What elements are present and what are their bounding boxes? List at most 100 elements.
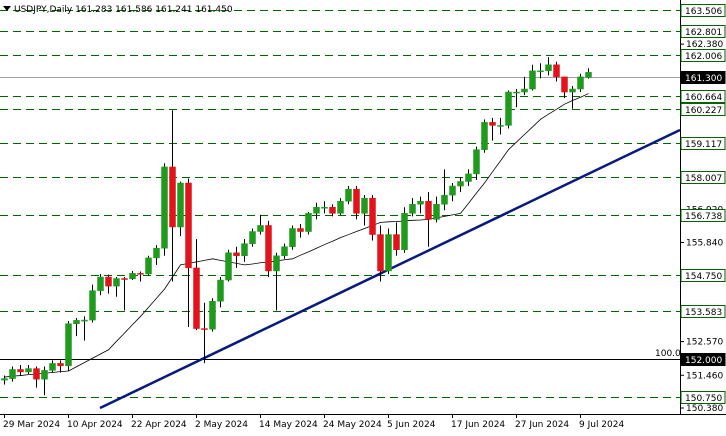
candle-body	[97, 276, 104, 291]
candle-body	[417, 200, 424, 205]
candle-body	[313, 207, 320, 214]
x-tick-label: 22 Apr 2024	[131, 420, 187, 430]
candle-body	[241, 243, 248, 257]
y-tick-label: 162.380	[686, 40, 723, 50]
candle-body	[265, 225, 272, 272]
level-label: 160.664	[685, 93, 722, 103]
candle-body	[537, 70, 544, 73]
level-label: 153.583	[685, 308, 722, 318]
candle-body	[169, 166, 176, 228]
level-label-box	[680, 391, 726, 404]
level-label-box	[680, 353, 726, 366]
candle-body	[433, 203, 440, 220]
candle-body	[9, 369, 16, 379]
candle-body	[257, 225, 264, 232]
candle-body	[225, 252, 232, 281]
candle-body	[129, 273, 136, 280]
candle-body	[1, 378, 8, 381]
candle-body	[553, 64, 560, 78]
candle-body	[273, 255, 280, 272]
candle-body	[329, 207, 336, 214]
candle-body	[73, 320, 80, 324]
candle-body	[577, 76, 584, 90]
axis: 162.380156.920155.840152.570151.460150.3…	[3, 4, 726, 430]
x-tick-label: 10 Apr 2024	[67, 420, 123, 430]
level-label: 161.300	[685, 74, 722, 84]
candle-body	[361, 197, 368, 214]
candle-body	[193, 267, 200, 329]
x-tick-label: 17 Jun 2024	[451, 420, 505, 430]
plot	[1, 57, 681, 410]
level-label-box	[680, 71, 726, 84]
candle-body	[569, 88, 576, 93]
candle-body	[145, 257, 152, 275]
candle-body	[337, 200, 344, 214]
level-label: 160.227	[685, 106, 722, 116]
candle-body	[305, 213, 312, 232]
candle-body	[465, 173, 472, 182]
level-annotation: 100.0	[655, 349, 681, 359]
candle-body	[153, 247, 160, 259]
candle-body	[297, 228, 304, 232]
candle-body	[473, 149, 480, 175]
candle-body	[233, 252, 240, 257]
level-label-box	[680, 90, 726, 103]
candle-body	[457, 181, 464, 187]
candle-body	[89, 290, 96, 321]
candle-body	[489, 122, 496, 126]
level-label-box	[680, 103, 726, 116]
level-label: 156.738	[685, 212, 722, 222]
candle-body	[369, 197, 376, 235]
candle-body	[401, 213, 408, 250]
level-label-box	[680, 25, 726, 38]
candle-body	[137, 273, 144, 275]
candle-body	[289, 228, 296, 247]
candle-body	[497, 125, 504, 127]
level-label: 159.117	[685, 140, 722, 150]
candle-body	[113, 278, 120, 287]
level-label-box	[680, 171, 726, 184]
y-tick-label: 151.460	[686, 371, 723, 381]
candle-body	[529, 70, 536, 90]
x-tick-label: 27 Jun 2024	[515, 420, 569, 430]
chart-title: USDJPY,Daily 161.283 161.586 161.241 161…	[14, 5, 233, 15]
candle-body	[585, 72, 592, 78]
y-tick-label: 152.570	[686, 338, 723, 348]
level-label: 162.006	[685, 52, 722, 62]
title-arrow	[3, 6, 11, 11]
candle-body	[57, 363, 64, 367]
candle-body	[33, 368, 40, 380]
candle-body	[177, 182, 184, 228]
x-tick-label: 5 Jun 2024	[387, 420, 436, 430]
x-tick-label: 2 May 2024	[195, 420, 248, 430]
candle-body	[521, 88, 528, 93]
candle-body	[441, 194, 448, 205]
candle-body	[65, 323, 72, 367]
candle-body	[25, 368, 32, 373]
level-label: 162.801	[685, 28, 722, 38]
candle-body	[409, 203, 416, 214]
candle-body	[385, 234, 392, 272]
candle-body	[449, 185, 456, 196]
candle-body	[353, 188, 360, 214]
levels: 100.0	[0, 10, 681, 398]
candle-body	[561, 76, 568, 93]
y-tick-label: 155.840	[686, 238, 723, 248]
candle-body	[281, 246, 288, 257]
candle-body	[81, 319, 88, 322]
candle-body	[17, 369, 24, 373]
level-label: 158.007	[685, 174, 722, 184]
level-label-box	[680, 137, 726, 150]
candle-body	[505, 91, 512, 126]
candle-body	[121, 278, 128, 280]
level-label: 152.000	[685, 356, 722, 366]
level-label: 154.750	[685, 272, 722, 282]
candle-body	[545, 64, 552, 72]
x-tick-label: 9 Jul 2024	[579, 420, 624, 430]
x-tick-label: 24 May 2024	[323, 420, 382, 430]
candle-body	[105, 276, 112, 287]
candle-body	[481, 122, 488, 150]
candle-body	[513, 91, 520, 94]
level-label-box	[680, 269, 726, 282]
